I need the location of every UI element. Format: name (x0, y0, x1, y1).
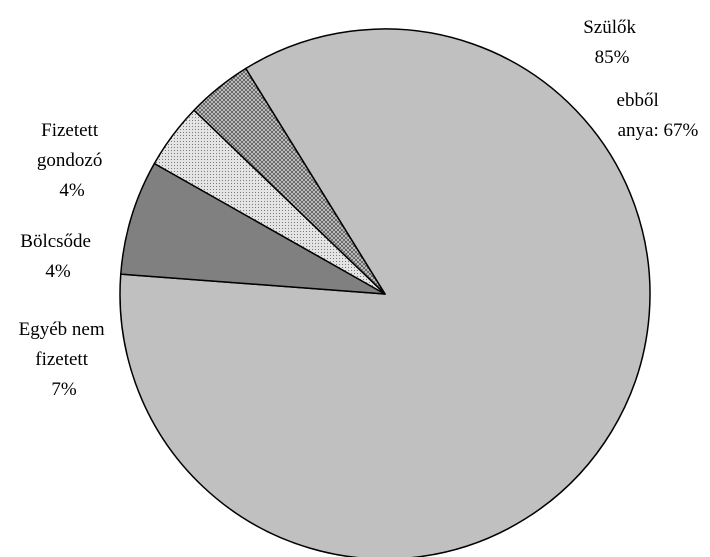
slice-egyeb-nem-fizetett (120, 162, 386, 295)
slice-fizetett-gondozo (193, 67, 386, 295)
pie-slices (119, 28, 651, 557)
annotation-ebbol: ebből anya: 67% (617, 90, 699, 141)
label-bolcsode: Bölcsőde 4% (20, 231, 95, 282)
label-szulok: Szülők 85% (583, 17, 641, 68)
label-egyeb-nem-fizetett: Egyéb nem fizetett 7% (19, 319, 110, 400)
label-fizetett-gondozo: Fizetett gondozó 4% (37, 120, 107, 201)
